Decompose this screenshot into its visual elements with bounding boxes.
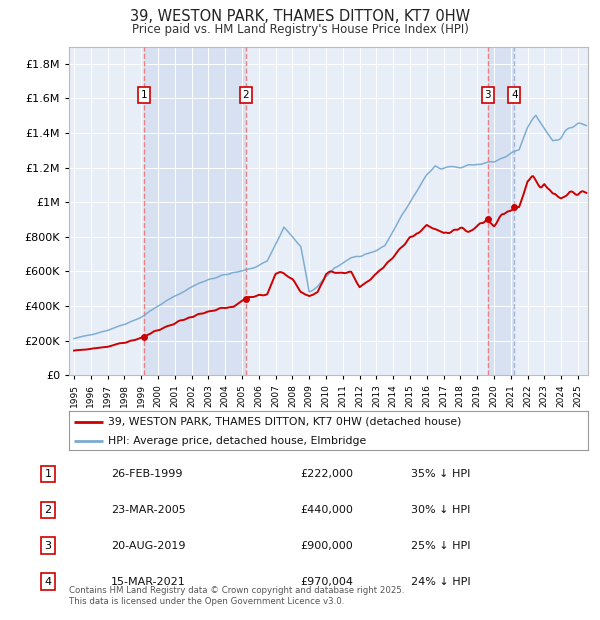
Text: 15-MAR-2021: 15-MAR-2021: [111, 577, 186, 587]
Text: £970,004: £970,004: [300, 577, 353, 587]
Text: 39, WESTON PARK, THAMES DITTON, KT7 0HW (detached house): 39, WESTON PARK, THAMES DITTON, KT7 0HW …: [108, 417, 461, 427]
Text: HPI: Average price, detached house, Elmbridge: HPI: Average price, detached house, Elmb…: [108, 436, 366, 446]
Bar: [144, 46, 246, 375]
Text: Contains HM Land Registry data © Crown copyright and database right 2025.: Contains HM Land Registry data © Crown c…: [69, 586, 404, 595]
Text: 24% ↓ HPI: 24% ↓ HPI: [411, 577, 470, 587]
Text: 30% ↓ HPI: 30% ↓ HPI: [411, 505, 470, 515]
Text: 2: 2: [44, 505, 52, 515]
Text: This data is licensed under the Open Government Licence v3.0.: This data is licensed under the Open Gov…: [69, 597, 344, 606]
Text: 35% ↓ HPI: 35% ↓ HPI: [411, 469, 470, 479]
Text: 3: 3: [485, 90, 491, 100]
Text: 3: 3: [44, 541, 52, 551]
Text: 4: 4: [44, 577, 52, 587]
Bar: [488, 46, 514, 375]
Text: 1: 1: [140, 90, 147, 100]
Text: £440,000: £440,000: [300, 505, 353, 515]
Text: 4: 4: [511, 90, 518, 100]
Text: 23-MAR-2005: 23-MAR-2005: [111, 505, 186, 515]
Text: 20-AUG-2019: 20-AUG-2019: [111, 541, 185, 551]
Text: 2: 2: [242, 90, 249, 100]
Text: 26-FEB-1999: 26-FEB-1999: [111, 469, 182, 479]
Text: £222,000: £222,000: [300, 469, 353, 479]
Text: 25% ↓ HPI: 25% ↓ HPI: [411, 541, 470, 551]
Text: 39, WESTON PARK, THAMES DITTON, KT7 0HW: 39, WESTON PARK, THAMES DITTON, KT7 0HW: [130, 9, 470, 24]
Text: £900,000: £900,000: [300, 541, 353, 551]
Text: 1: 1: [44, 469, 52, 479]
Text: Price paid vs. HM Land Registry's House Price Index (HPI): Price paid vs. HM Land Registry's House …: [131, 23, 469, 36]
